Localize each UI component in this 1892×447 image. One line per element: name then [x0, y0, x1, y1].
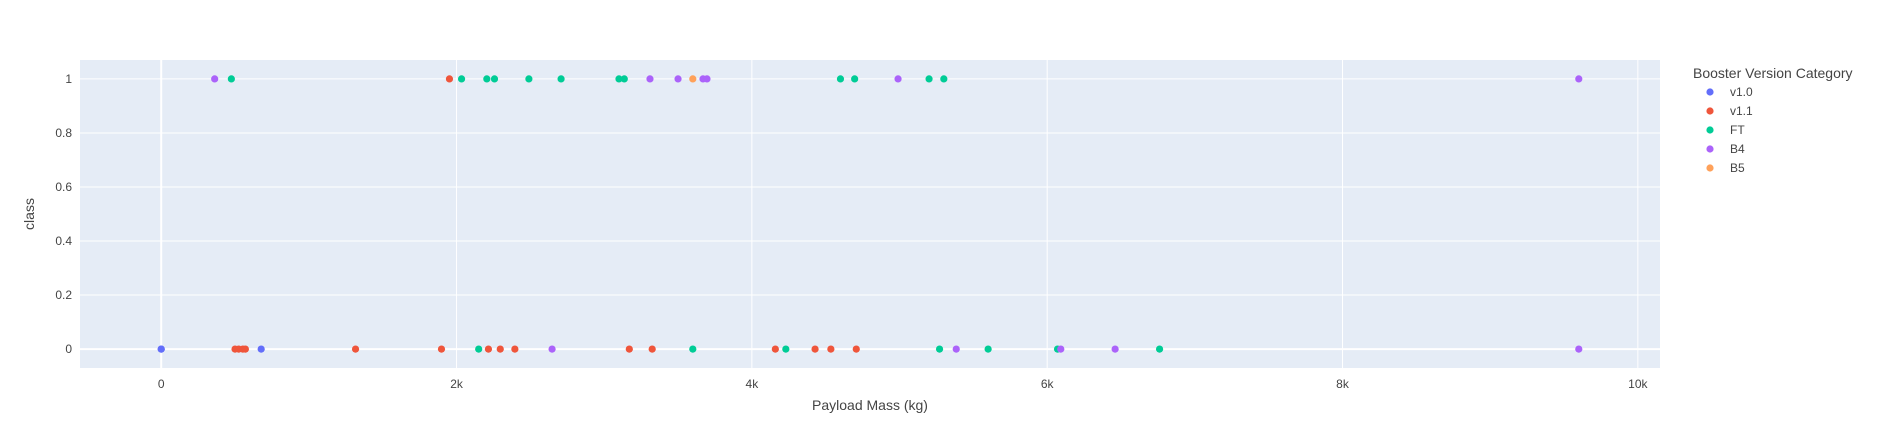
data-point[interactable]	[437, 345, 446, 353]
data-point[interactable]	[648, 345, 656, 353]
data-point[interactable]	[646, 75, 654, 83]
data-point[interactable]	[940, 75, 948, 83]
data-point[interactable]	[952, 345, 960, 353]
y-tick-label: 0.8	[55, 126, 72, 140]
legend-item[interactable]: v1.0	[1706, 85, 1753, 99]
data-point[interactable]	[557, 75, 565, 83]
data-point[interactable]	[475, 345, 483, 353]
data-point[interactable]	[511, 345, 519, 353]
legend-marker	[1706, 107, 1714, 115]
legend-marker	[1706, 126, 1714, 134]
data-point[interactable]	[1155, 345, 1164, 353]
data-point[interactable]	[836, 75, 845, 83]
series-B4	[211, 75, 1583, 353]
data-point[interactable]	[1575, 75, 1583, 83]
x-tick-label: 6k	[1041, 377, 1055, 391]
data-point[interactable]	[703, 75, 711, 83]
data-point[interactable]	[851, 75, 859, 83]
x-tick-label: 0	[158, 377, 165, 391]
x-tick-label: 4k	[746, 377, 760, 391]
data-point[interactable]	[615, 75, 623, 83]
y-tick-label: 0.4	[55, 234, 72, 248]
data-point[interactable]	[689, 75, 697, 83]
data-point[interactable]	[894, 75, 902, 83]
series-v1.0	[157, 345, 265, 353]
legend-marker	[1706, 88, 1714, 96]
data-point[interactable]	[525, 75, 533, 83]
data-point[interactable]	[490, 75, 499, 83]
data-point[interactable]	[689, 345, 697, 353]
legend-title: Booster Version Category	[1693, 65, 1853, 81]
data-point[interactable]	[548, 345, 556, 353]
legend-label: FT	[1730, 123, 1745, 137]
data-point[interactable]	[457, 75, 466, 83]
series-v1.1	[231, 75, 860, 353]
grid-lines	[80, 60, 1660, 368]
legend-marker	[1706, 145, 1714, 153]
data-point[interactable]	[811, 345, 819, 353]
data-points	[157, 75, 1583, 353]
y-tick-label: 1	[65, 72, 72, 86]
legend-label: v1.1	[1730, 104, 1753, 118]
legend: Booster Version Category v1.0 v1.1 FT B4 B5	[1693, 65, 1853, 175]
series-B5	[689, 75, 697, 83]
data-point[interactable]	[984, 345, 992, 353]
x-axis-ticks: 0 2k 4k 6k 8k 10k	[158, 377, 1649, 391]
legend-label: v1.0	[1730, 85, 1753, 99]
data-point[interactable]	[241, 345, 249, 353]
legend-label: B4	[1730, 142, 1745, 156]
data-point[interactable]	[852, 345, 860, 353]
legend-label: B5	[1730, 161, 1745, 175]
plot-background	[80, 60, 1660, 368]
legend-item[interactable]: B5	[1706, 161, 1745, 175]
data-point[interactable]	[625, 345, 633, 353]
y-tick-label: 0.6	[55, 180, 72, 194]
data-point[interactable]	[211, 75, 219, 83]
y-tick-label: 0	[65, 342, 72, 356]
legend-item[interactable]: FT	[1706, 123, 1745, 137]
x-tick-label: 8k	[1336, 377, 1350, 391]
data-point[interactable]	[483, 75, 491, 83]
data-point[interactable]	[445, 75, 454, 83]
data-point[interactable]	[925, 75, 933, 83]
y-tick-label: 0.2	[55, 288, 72, 302]
legend-marker	[1706, 164, 1714, 172]
data-point[interactable]	[827, 345, 835, 353]
data-point[interactable]	[227, 75, 235, 83]
y-axis-ticks: 0 0.2 0.4 0.6 0.8 1	[55, 72, 72, 356]
data-point[interactable]	[1111, 345, 1119, 353]
legend-item[interactable]: v1.1	[1706, 104, 1753, 118]
x-axis-title: Payload Mass (kg)	[812, 397, 928, 413]
series-FT	[227, 75, 1164, 353]
data-point[interactable]	[484, 345, 493, 353]
y-axis-title: class	[21, 198, 37, 230]
x-tick-label: 2k	[450, 377, 464, 391]
data-point[interactable]	[496, 345, 504, 353]
data-point[interactable]	[674, 75, 682, 83]
data-point[interactable]	[1057, 345, 1065, 353]
data-point[interactable]	[157, 345, 165, 353]
data-point[interactable]	[351, 345, 360, 353]
legend-item[interactable]: B4	[1706, 142, 1745, 156]
x-tick-label: 10k	[1628, 377, 1648, 391]
data-point[interactable]	[782, 345, 790, 353]
data-point[interactable]	[935, 345, 944, 353]
data-point[interactable]	[771, 345, 779, 353]
data-point[interactable]	[257, 345, 265, 353]
data-point[interactable]	[1575, 345, 1583, 353]
data-point[interactable]	[620, 75, 628, 83]
